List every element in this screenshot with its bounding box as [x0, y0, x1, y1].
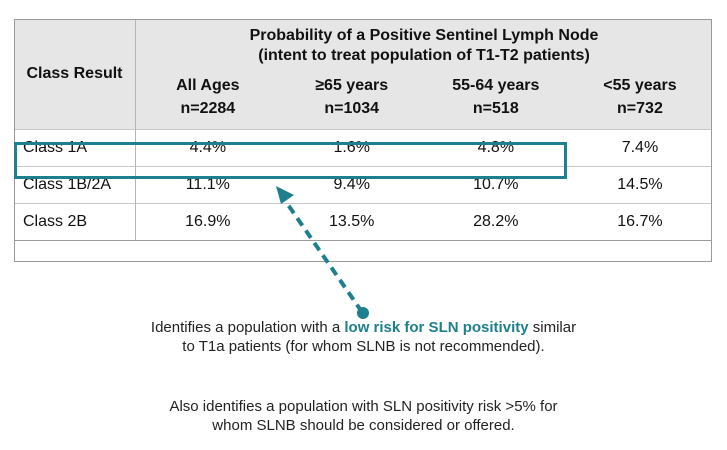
- row-label: Class 1B/2A: [14, 166, 136, 204]
- table-cell: 16.7%: [567, 203, 712, 241]
- table-cell: 13.5%: [279, 203, 424, 241]
- table-cell: 1.6%: [279, 129, 424, 167]
- note-low-risk-line2: to T1a patients (for whom SLNB is not re…: [182, 338, 545, 355]
- column-header-under-55: <55 years: [567, 73, 712, 99]
- column-n-all-ages: n=2284: [135, 99, 280, 130]
- callout-arrow-line: [280, 194, 364, 314]
- table-title-line1: Probability of a Positive Sentinel Lymph…: [249, 27, 599, 44]
- table-cell: 10.7%: [423, 166, 568, 204]
- note-risk-over-5: Also identifies a population with SLN po…: [0, 397, 727, 435]
- note-low-risk-line1: Identifies a population with a low risk …: [0, 318, 727, 337]
- row-header-class-result: Class Result: [14, 19, 136, 130]
- table-cell: 7.4%: [567, 129, 712, 167]
- column-n-55-64: n=518: [423, 99, 568, 130]
- table-cell: 16.9%: [135, 203, 280, 241]
- note-text: similar: [528, 319, 577, 336]
- column-n-65-plus: n=1034: [279, 99, 424, 130]
- note-text: Identifies a population with a: [150, 319, 345, 336]
- column-header-65-plus: ≥65 years: [279, 73, 424, 99]
- table-row: Class 1B/2A 11.1% 9.4% 10.7% 14.5%: [14, 166, 712, 204]
- note-low-risk: Identifies a population with a low risk …: [0, 318, 727, 356]
- table-row: Class 1A 4.4% 1.6% 4.8% 7.4%: [14, 129, 712, 167]
- column-n-under-55: n=732: [567, 99, 712, 130]
- callout-dot: [357, 307, 369, 319]
- class-1a-highlight-box: [14, 142, 567, 179]
- table-cell: 11.1%: [135, 166, 280, 204]
- table-title: Probability of a Positive Sentinel Lymph…: [135, 19, 712, 73]
- column-header-all-ages: All Ages: [135, 73, 280, 99]
- callout-arrow-head: [276, 186, 294, 204]
- table-cell: 9.4%: [279, 166, 424, 204]
- probability-table: Class Result Probability of a Positive S…: [14, 19, 712, 241]
- table-cell: 28.2%: [423, 203, 568, 241]
- note-risk-line2: whom SLNB should be considered or offere…: [212, 417, 515, 434]
- table-row: Class 2B 16.9% 13.5% 28.2% 16.7%: [14, 203, 712, 241]
- note-highlight-text: low risk for SLN positivity: [344, 319, 529, 336]
- table-cell: 14.5%: [567, 166, 712, 204]
- note-risk-line1: Also identifies a population with SLN po…: [169, 398, 558, 415]
- row-label: Class 2B: [14, 203, 136, 241]
- column-header-55-64: 55-64 years: [423, 73, 568, 99]
- table-title-line2: (intent to treat population of T1-T2 pat…: [258, 47, 590, 64]
